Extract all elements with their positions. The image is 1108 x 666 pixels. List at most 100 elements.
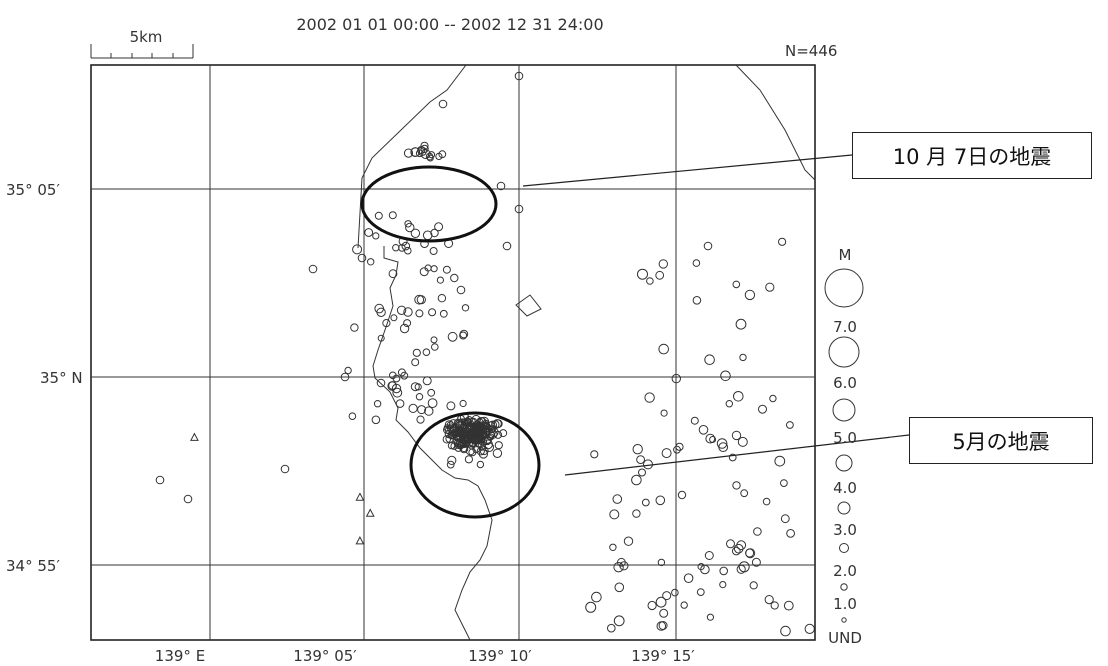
earthquake-point <box>447 331 458 342</box>
earthquake-point <box>758 404 767 414</box>
earthquake-point <box>471 414 481 424</box>
earthquake-point <box>430 336 438 344</box>
earthquake-point <box>476 447 485 456</box>
earthquake-point <box>430 265 438 273</box>
earthquake-point <box>623 536 634 546</box>
earthquake-point <box>408 403 418 413</box>
earthquake-point <box>403 148 414 158</box>
earthquake-point <box>373 400 382 408</box>
earthquake-point <box>438 99 448 109</box>
earthquake-point <box>632 509 641 518</box>
earthquake-point <box>637 268 648 280</box>
earthquake-point <box>774 455 786 467</box>
earthquake-point <box>780 479 788 488</box>
earthquake-point <box>374 211 383 220</box>
earthquake-point <box>514 204 524 214</box>
y-tick-label: 35° N <box>40 369 83 387</box>
leader-line-october <box>522 154 853 187</box>
earthquake-point <box>659 608 669 618</box>
earthquake-point <box>461 304 470 312</box>
earthquake-point <box>719 566 729 576</box>
earthquake-point <box>786 529 795 538</box>
earthquake-point <box>736 564 746 574</box>
earthquake-point <box>350 323 359 332</box>
earthquake-point <box>429 247 438 255</box>
legend-circle-5 <box>832 398 856 422</box>
earthquake-point <box>641 498 650 507</box>
earthquake-point <box>455 440 464 450</box>
earthquake-point <box>706 613 715 621</box>
earthquake-point <box>410 147 421 157</box>
scale-bar-label: 5km <box>130 28 163 46</box>
earthquake-point <box>344 366 352 375</box>
legend-circle-und <box>841 617 847 623</box>
earthquake-point <box>753 527 762 536</box>
earthquake-point <box>348 412 357 421</box>
legend-label: 1.0 <box>833 595 857 613</box>
earthquake-point <box>420 144 429 153</box>
coastline <box>357 64 816 641</box>
undetermined-triangles <box>189 432 375 545</box>
earthquake-point <box>404 246 412 255</box>
earthquake-point <box>444 429 454 439</box>
earthquake-point <box>612 494 623 504</box>
earthquake-point <box>478 449 488 459</box>
earthquake-point <box>632 444 643 455</box>
undetermined-triangle <box>189 432 199 441</box>
earthquake-point <box>488 426 496 434</box>
earthquake-point <box>749 581 758 590</box>
earthquake-point <box>704 551 714 560</box>
legend-label: 3.0 <box>833 521 857 539</box>
legend-label: 6.0 <box>833 374 857 392</box>
earthquake-point <box>357 253 367 263</box>
y-tick-label: 35° 05′ <box>6 181 60 199</box>
earthquake-point <box>427 151 436 159</box>
earthquake-point <box>514 71 524 81</box>
earthquake-point <box>443 426 451 434</box>
earthquake-point <box>658 259 668 269</box>
earthquake-point <box>183 494 193 504</box>
earthquake-point <box>613 562 624 573</box>
callout-may-quake: 5月の地震 <box>909 417 1093 464</box>
event-count: N=446 <box>785 42 837 60</box>
earthquake-point <box>751 557 761 567</box>
earthquake-point <box>655 495 666 506</box>
earthquake-point <box>412 348 421 357</box>
earthquake-point <box>476 460 485 469</box>
earthquake-point <box>422 376 432 386</box>
earthquake-point <box>705 433 716 444</box>
earthquake-point <box>446 401 456 411</box>
earthquake-point <box>414 294 425 305</box>
earthquake-point <box>388 211 397 220</box>
earthquake-point <box>739 353 747 362</box>
legend-title: M <box>839 246 852 264</box>
earthquake-point <box>769 394 777 403</box>
earthquake-point <box>308 264 318 274</box>
earthquake-point <box>613 615 625 627</box>
earthquake-point <box>401 241 411 251</box>
earthquake-point <box>719 581 727 589</box>
earthquake-point <box>703 241 713 251</box>
cluster-ellipse-october <box>360 165 498 243</box>
legend-label: UND <box>828 629 862 647</box>
earthquake-point <box>411 358 420 367</box>
earthquake-point <box>396 305 407 315</box>
earthquake-point <box>410 382 420 392</box>
legend-circle-4 <box>835 454 853 472</box>
earthquake-point <box>371 415 381 425</box>
legend-label: 7.0 <box>833 318 857 336</box>
earthquake-point <box>403 319 412 328</box>
earthquake-point <box>499 429 508 438</box>
earthquake-point <box>783 600 794 611</box>
earthquake-point <box>718 442 729 453</box>
earthquake-point <box>468 428 476 437</box>
earthquake-point <box>389 371 397 380</box>
legend-circle-3 <box>837 501 851 515</box>
earthquake-point <box>657 558 666 567</box>
earthquake-point <box>690 416 699 425</box>
earthquake-point <box>436 276 444 284</box>
legend-circle-1 <box>840 583 848 591</box>
y-tick-label: 34° 55′ <box>6 557 60 575</box>
earthquake-point <box>472 445 481 454</box>
earthquake-point <box>155 475 165 485</box>
